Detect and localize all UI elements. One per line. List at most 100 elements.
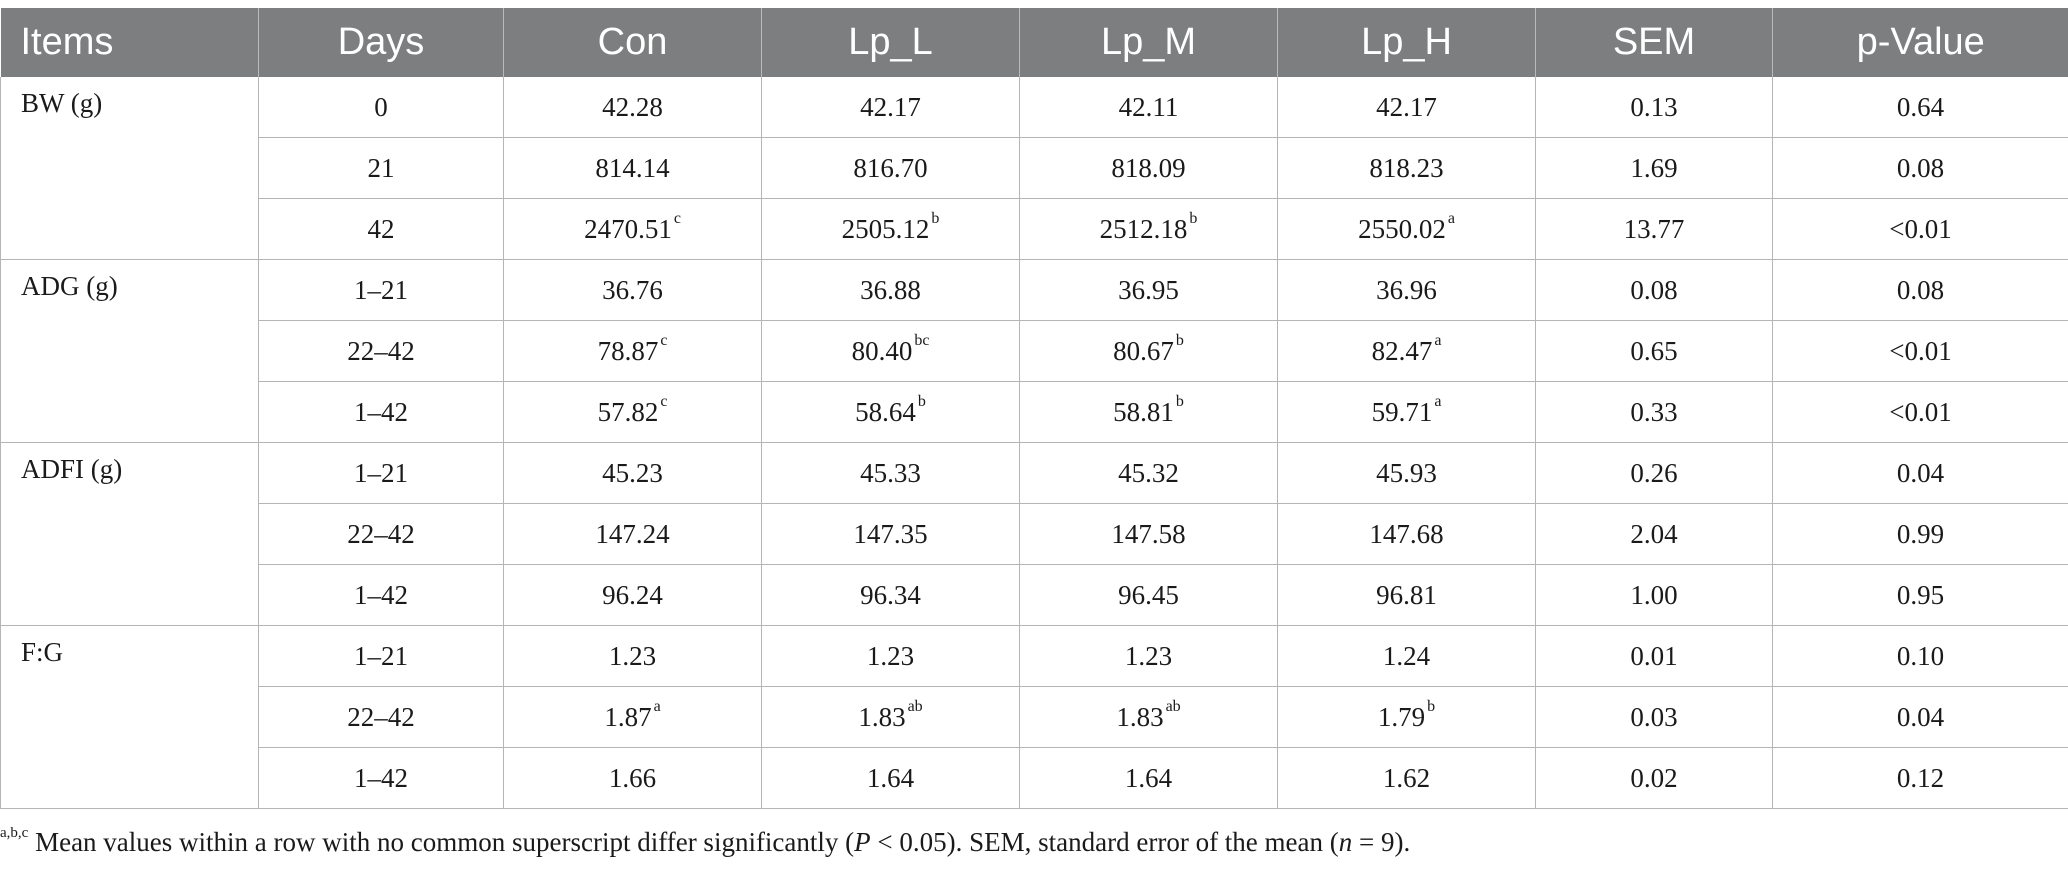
lp-m-cell-value: 1.23 — [1124, 640, 1173, 671]
significance-superscript: b — [1175, 331, 1184, 349]
item-cell: ADFI (g) — [0, 442, 259, 626]
lp-h-cell-value: 147.68 — [1369, 518, 1444, 549]
lp-l-cell: 36.88 — [761, 259, 1020, 321]
sem-cell-value: 1.00 — [1630, 579, 1678, 610]
p-value-cell-value: 0.04 — [1896, 701, 1945, 732]
days-cell-value: 1–21 — [354, 457, 408, 488]
days-cell: 1–21 — [258, 625, 504, 687]
lp-m-cell-value: 818.09 — [1111, 152, 1186, 183]
table-row: ADG (g) 1–21 36.76 36.88 36.95 36.96 0.08 0.08 — [0, 259, 2068, 443]
lp-m-cell-value: 1.83 — [1116, 701, 1164, 732]
lp-l-cell-value: 58.64 — [855, 396, 916, 427]
p-value-cell-value: 0.10 — [1896, 640, 1945, 671]
p-value-cell: 0.04 — [1772, 442, 2068, 504]
p-value-cell-value: 0.12 — [1896, 762, 1945, 793]
days-cell-value: 22–42 — [347, 701, 415, 732]
lp-h-cell-value: 59.71 — [1371, 396, 1433, 427]
p-value-cell-value: 0.99 — [1896, 518, 1945, 549]
header-lp-m: Lp_M — [1019, 8, 1278, 77]
lp-h-cell-value: 2550.02 — [1358, 213, 1446, 244]
footnote-marks: a,b,c — [0, 825, 29, 841]
significance-superscript: c — [660, 331, 668, 349]
lp-l-cell-value: 96.34 — [860, 579, 921, 610]
days-cell-value: 1–42 — [354, 396, 408, 427]
lp-l-cell-value: 816.70 — [853, 152, 928, 183]
lp-l-cell: 1.64 — [761, 747, 1020, 809]
lp-m-cell: 2512.18 b — [1019, 198, 1278, 260]
lp-h-cell-value: 1.62 — [1382, 762, 1431, 793]
lp-m-cell-value: 1.64 — [1124, 762, 1173, 793]
p-value-cell-value: <0.01 — [1889, 396, 1952, 427]
p-value-cell-value: <0.01 — [1889, 213, 1952, 244]
sem-cell-value: 0.26 — [1630, 457, 1678, 488]
lp-h-cell: 818.23 — [1277, 137, 1536, 199]
lp-m-cell: 1.23 — [1019, 625, 1278, 687]
header-sem: SEM — [1535, 8, 1773, 77]
con-cell: 96.24 — [503, 564, 762, 626]
lp-l-cell: 2505.12 b — [761, 198, 1020, 260]
table-footnote: a,b,c Mean values within a row with no c… — [0, 825, 1410, 858]
days-cell: 21 — [258, 137, 504, 199]
header-row: Items Days Con Lp_L Lp_M Lp_H SEM p-Valu… — [0, 8, 2068, 77]
sem-cell-value: 0.01 — [1630, 640, 1678, 671]
lp-h-cell: 42.17 — [1277, 77, 1536, 138]
con-cell: 1.66 — [503, 747, 762, 809]
lp-l-cell-value: 2505.12 — [841, 213, 930, 244]
sem-cell-value: 0.08 — [1630, 274, 1678, 305]
days-cell: 1–42 — [258, 564, 504, 626]
lp-m-cell-value: 80.67 — [1113, 335, 1174, 366]
lp-m-cell: 1.64 — [1019, 747, 1278, 809]
days-cell: 42 — [258, 198, 504, 260]
lp-h-cell-value: 818.23 — [1369, 152, 1444, 183]
table-row: 1–42 57.82 c 58.64 b 58.81 b 59.71 a 0.33 <0.01 — [1, 381, 2068, 443]
lp-l-cell: 1.83 ab — [761, 686, 1020, 748]
table-row: 1–42 1.66 1.64 1.64 1.62 0.02 0.12 — [1, 747, 2068, 809]
lp-h-cell: 147.68 — [1277, 503, 1536, 565]
sem-cell: 1.69 — [1535, 137, 1773, 199]
footnote-text-1: Mean values within a row with no common … — [28, 827, 855, 857]
table-row: 22–42 1.87 a 1.83 ab 1.83 ab 1.79 b 0.03 0.04 — [1, 686, 2068, 748]
item-cell: BW (g) — [0, 77, 259, 260]
lp-m-cell-value: 147.58 — [1111, 518, 1186, 549]
days-cell-value: 42 — [367, 213, 395, 244]
lp-l-cell-value: 1.64 — [866, 762, 915, 793]
p-value-cell: 0.95 — [1772, 564, 2068, 626]
con-cell-value: 96.24 — [602, 579, 663, 610]
con-cell: 36.76 — [503, 259, 762, 321]
lp-h-cell: 1.62 — [1277, 747, 1536, 809]
con-cell-value: 42.28 — [602, 91, 663, 122]
lp-m-cell: 58.81 b — [1019, 381, 1278, 443]
significance-superscript: bc — [914, 331, 930, 349]
significance-superscript: b — [1189, 209, 1198, 227]
lp-l-cell: 80.40 bc — [761, 320, 1020, 382]
lp-l-cell-value: 42.17 — [860, 91, 921, 122]
p-value-cell-value: 0.08 — [1896, 152, 1945, 183]
con-cell-value: 147.24 — [595, 518, 670, 549]
lp-h-cell-value: 82.47 — [1371, 335, 1433, 366]
lp-m-cell: 147.58 — [1019, 503, 1278, 565]
significance-superscript: b — [917, 392, 926, 410]
lp-l-cell-value: 80.40 — [851, 335, 913, 366]
item-cell: F:G — [0, 625, 259, 809]
lp-h-cell-value: 1.79 — [1377, 701, 1426, 732]
days-cell: 1–42 — [258, 747, 504, 809]
p-value-cell: 0.64 — [1772, 77, 2068, 138]
p-value-cell: <0.01 — [1772, 320, 2068, 382]
con-cell: 45.23 — [503, 442, 762, 504]
lp-l-cell-value: 147.35 — [853, 518, 928, 549]
p-value-cell-value: <0.01 — [1889, 335, 1952, 366]
header-lp-h: Lp_H — [1277, 8, 1536, 77]
con-cell-value: 36.76 — [602, 274, 663, 305]
lp-m-cell-value: 96.45 — [1118, 579, 1179, 610]
sem-cell-value: 2.04 — [1630, 518, 1678, 549]
significance-superscript: b — [1427, 697, 1436, 715]
lp-h-cell-value: 1.24 — [1382, 640, 1431, 671]
days-cell: 22–42 — [258, 320, 504, 382]
con-cell-value: 45.23 — [602, 457, 663, 488]
lp-h-cell: 82.47 a — [1277, 320, 1536, 382]
p-value-cell: 0.08 — [1772, 137, 2068, 199]
con-cell: 814.14 — [503, 137, 762, 199]
footnote-n-symbol: n — [1338, 827, 1353, 857]
significance-superscript: a — [1447, 209, 1455, 227]
con-cell-value: 814.14 — [595, 152, 670, 183]
